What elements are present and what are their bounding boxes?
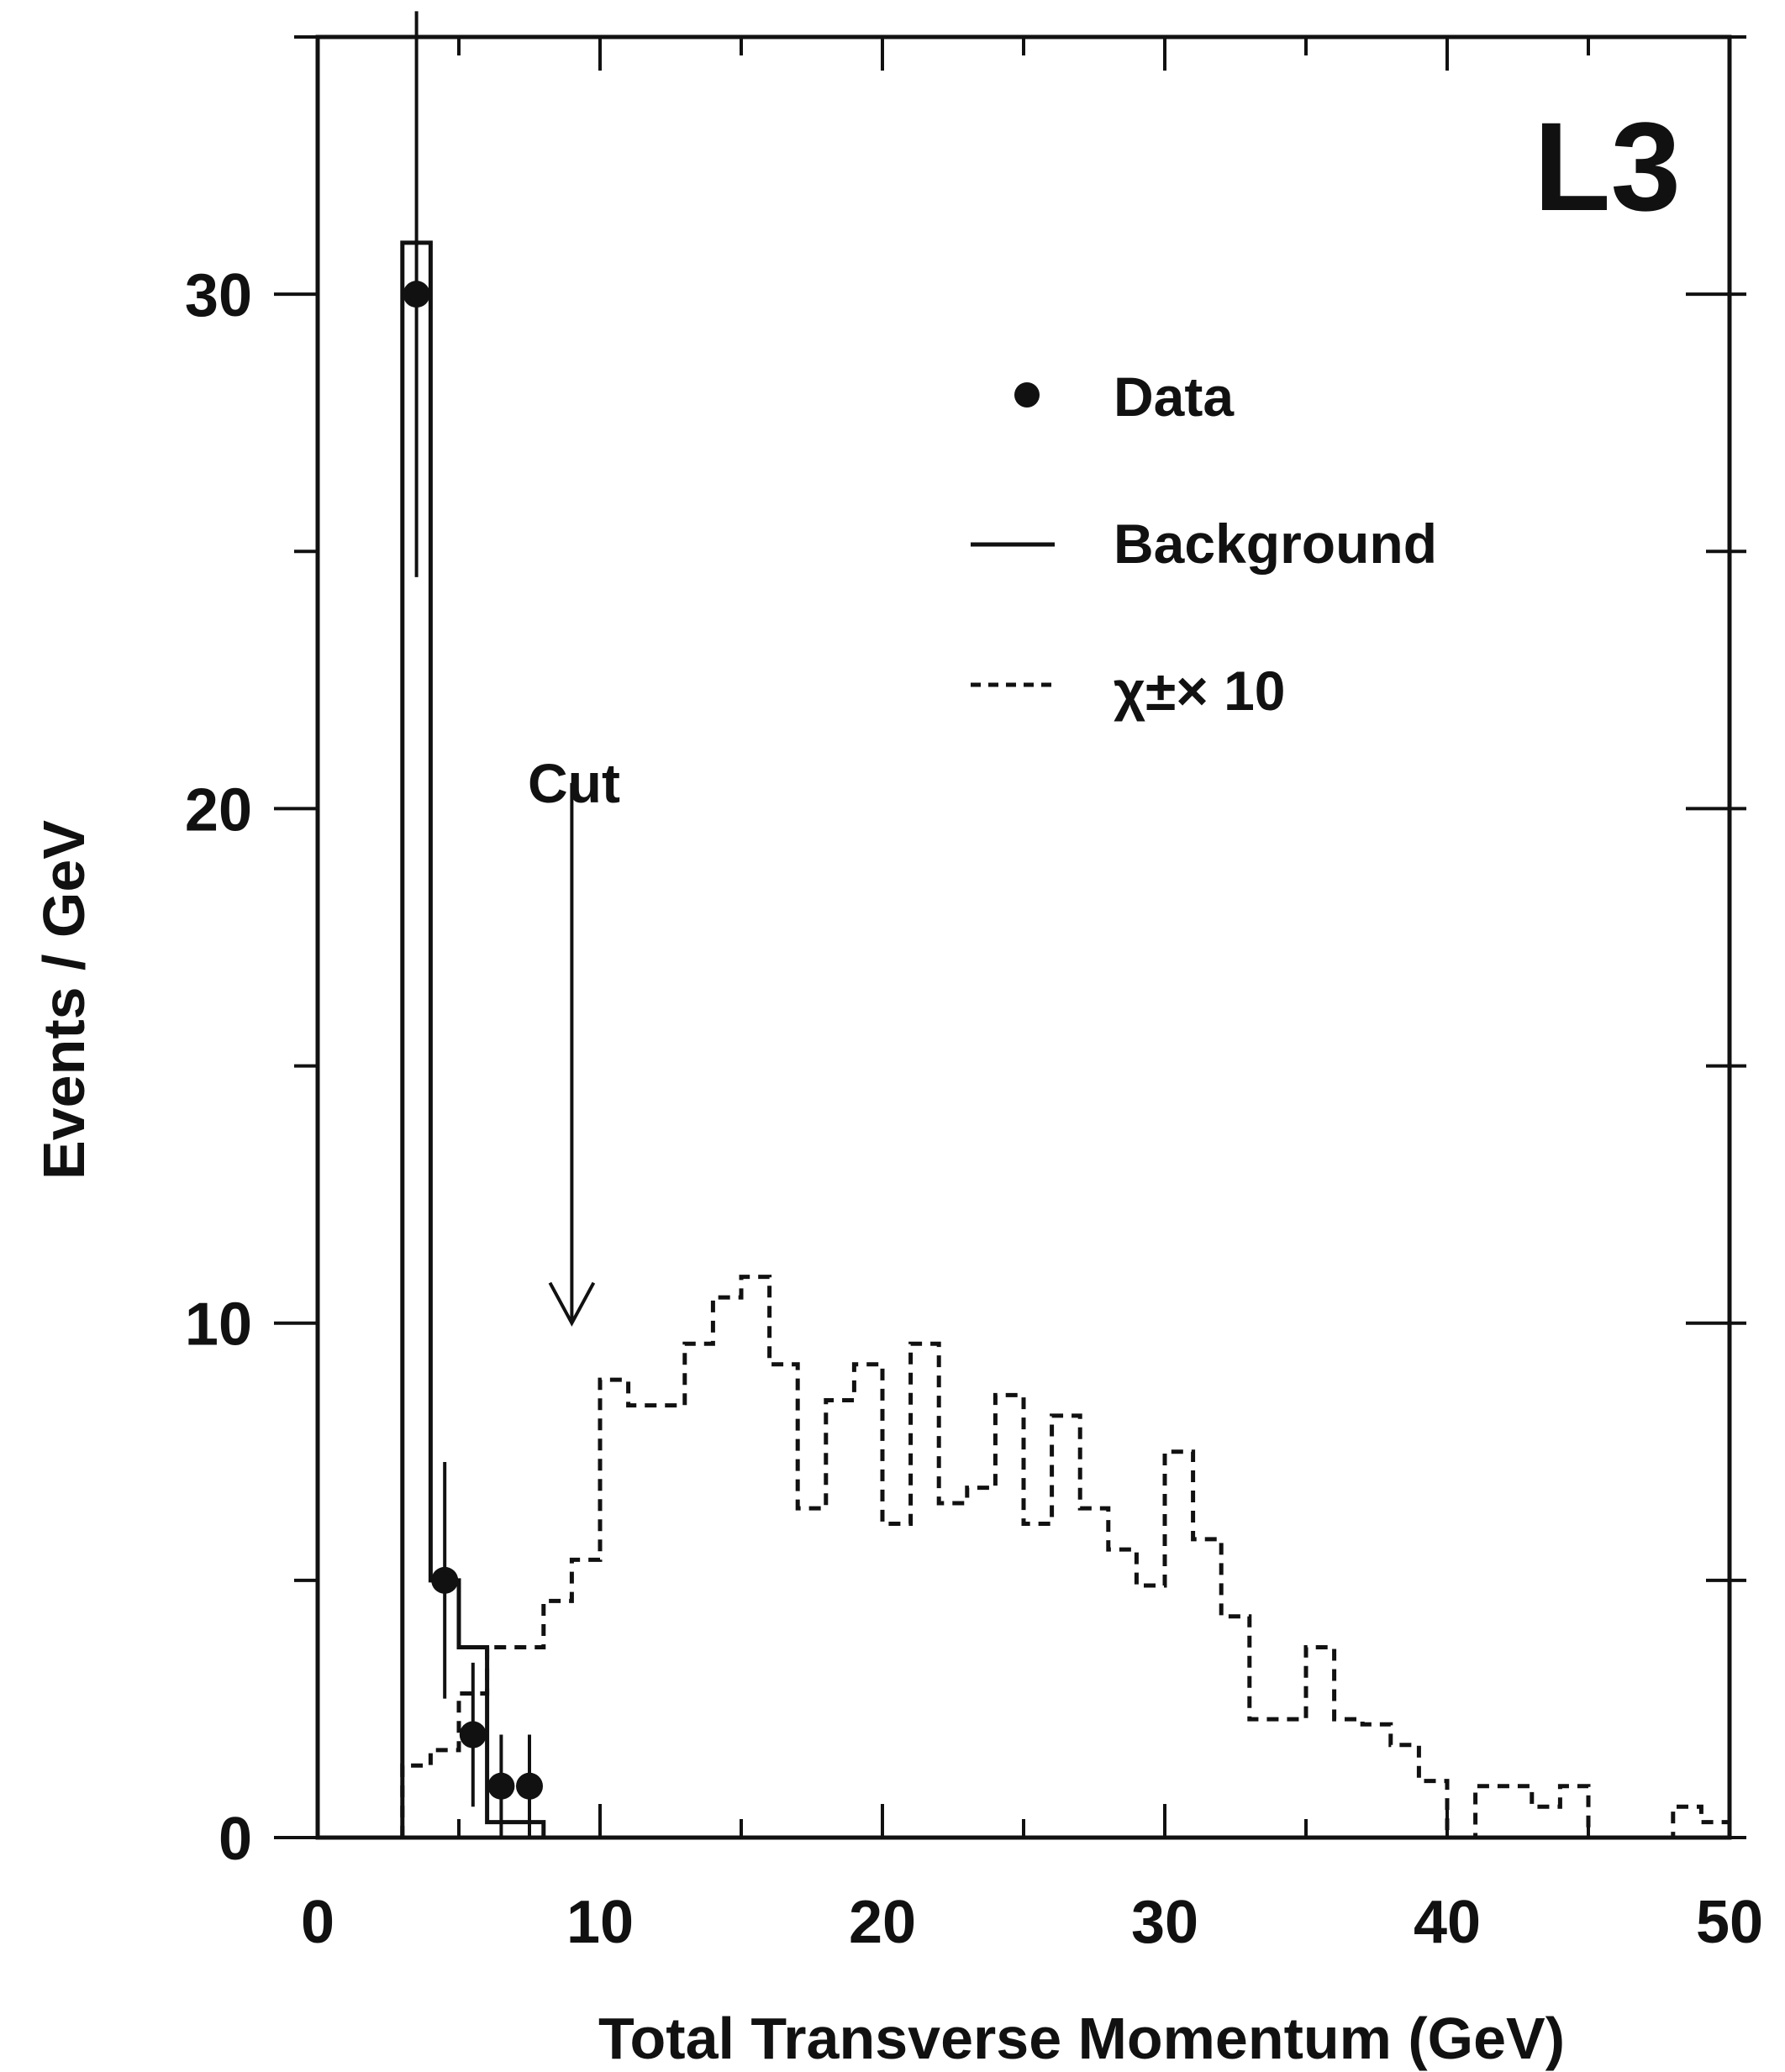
data-point bbox=[487, 1772, 515, 1800]
y-tick-label: 0 bbox=[219, 1806, 252, 1873]
x-tick-label: 20 bbox=[849, 1889, 916, 1956]
cut-label: Cut bbox=[528, 752, 620, 814]
data-point bbox=[459, 1721, 487, 1749]
legend-data-marker bbox=[1014, 382, 1040, 408]
data-point bbox=[403, 281, 430, 308]
data-point bbox=[431, 1566, 459, 1594]
cut-arrow bbox=[548, 782, 596, 1327]
experiment-label: L3 bbox=[1534, 96, 1681, 237]
x-tick-label: 0 bbox=[301, 1889, 334, 1956]
x-tick-label: 50 bbox=[1696, 1889, 1763, 1956]
plot-frame bbox=[315, 34, 1732, 1840]
legend-data-label: Data bbox=[1114, 365, 1235, 428]
x-tick-label: 10 bbox=[566, 1889, 634, 1956]
y-tick-label: 10 bbox=[185, 1291, 252, 1359]
background-histogram bbox=[400, 240, 1730, 1840]
data-point bbox=[516, 1772, 543, 1800]
x-tick-label: 30 bbox=[1131, 1889, 1198, 1956]
x-axis-title: Total Transverse Momentum (GeV) bbox=[598, 2006, 1565, 2071]
legend: Data Background χ±× 10 bbox=[971, 365, 1437, 722]
legend-signal-label: χ±× 10 bbox=[1114, 660, 1286, 722]
y-axis-title: Events / GeV bbox=[31, 820, 97, 1180]
legend-background-label: Background bbox=[1114, 513, 1437, 575]
signal-histogram bbox=[400, 1275, 1732, 1840]
y-tick-label: 20 bbox=[185, 776, 252, 844]
x-tick-label: 40 bbox=[1414, 1889, 1481, 1956]
y-tick-label: 30 bbox=[185, 262, 252, 329]
